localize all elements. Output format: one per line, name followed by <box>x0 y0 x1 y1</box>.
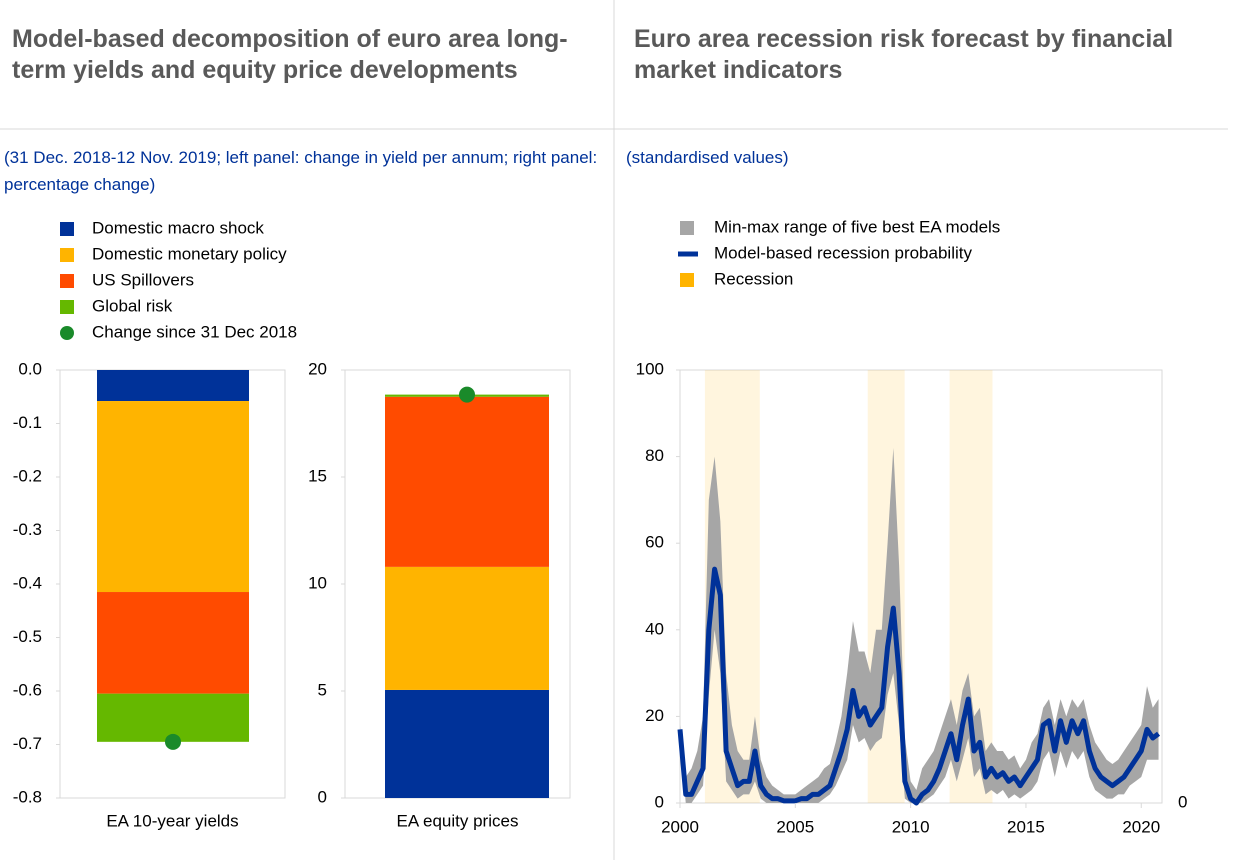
range-band <box>680 447 1159 803</box>
y-tick-label: -0.7 <box>13 734 42 753</box>
y-tick-label: 100 <box>636 359 664 378</box>
y-tick-label: -0.4 <box>13 573 42 592</box>
legend-label: Model-based recession probability <box>714 243 972 262</box>
legend-label: Domestic macro shock <box>92 218 264 237</box>
change-point <box>165 733 181 750</box>
legend-label: Global risk <box>92 296 173 315</box>
bar-segment <box>97 370 249 402</box>
legend-swatch <box>680 273 694 287</box>
legend-label: Change since 31 Dec 2018 <box>92 322 297 341</box>
bar-segment <box>385 566 549 690</box>
legend-label: Recession <box>714 269 793 288</box>
change-point <box>459 386 475 403</box>
chart-title: Model-based decomposition of euro area l… <box>12 25 568 84</box>
bar-segment <box>385 689 549 798</box>
bar-segment <box>97 693 249 742</box>
bar-segment <box>97 401 249 593</box>
chart-title: Euro area recession risk forecast by fin… <box>634 25 1174 84</box>
y-tick-label: 5 <box>318 680 327 699</box>
x-category-label: EA equity prices <box>397 811 519 830</box>
y-tick-label: -0.6 <box>13 680 42 699</box>
bar-segment <box>97 592 249 694</box>
y2-tick-label: 0 <box>1178 792 1187 811</box>
y-tick-label: 0 <box>318 787 327 806</box>
x-tick-label: 2000 <box>661 817 699 836</box>
legend-swatch <box>60 300 74 314</box>
legend-label: Min-max range of five best EA models <box>714 217 1000 236</box>
y-tick-label: -0.2 <box>13 466 42 485</box>
x-tick-label: 2020 <box>1122 817 1160 836</box>
y-tick-label: 0.0 <box>18 359 42 378</box>
x-tick-label: 2010 <box>892 817 930 836</box>
y-tick-label: -0.8 <box>13 787 42 806</box>
subtitle: (31 Dec. 2018-12 Nov. 2019; left panel: … <box>4 148 598 194</box>
y-tick-label: -0.5 <box>13 627 42 646</box>
y-tick-label: -0.3 <box>13 520 42 539</box>
y-tick-label: 20 <box>645 706 664 725</box>
legend-swatch <box>60 248 74 262</box>
probability-line <box>677 566 1161 806</box>
y-tick-label: 40 <box>645 619 664 638</box>
x-tick-label: 2005 <box>776 817 814 836</box>
legend-swatch <box>60 326 74 340</box>
y-tick-label: 0 <box>655 792 664 811</box>
legend-swatch <box>60 222 74 236</box>
y-tick-label: 80 <box>645 446 664 465</box>
legend-swatch <box>60 274 74 288</box>
y-tick-label: 20 <box>308 359 327 378</box>
legend-label: US Spillovers <box>92 270 194 289</box>
y-tick-label: 10 <box>308 573 327 592</box>
subtitle: (standardised values) <box>626 148 789 167</box>
legend-label: Domestic monetary policy <box>92 244 287 263</box>
x-category-label: EA 10-year yields <box>106 811 238 830</box>
y-tick-label: 15 <box>308 466 327 485</box>
legend-swatch <box>680 221 694 235</box>
x-tick-label: 2015 <box>1007 817 1045 836</box>
y-tick-label: -0.1 <box>13 413 42 432</box>
y-tick-label: 60 <box>645 533 664 552</box>
bar-segment <box>385 396 549 567</box>
